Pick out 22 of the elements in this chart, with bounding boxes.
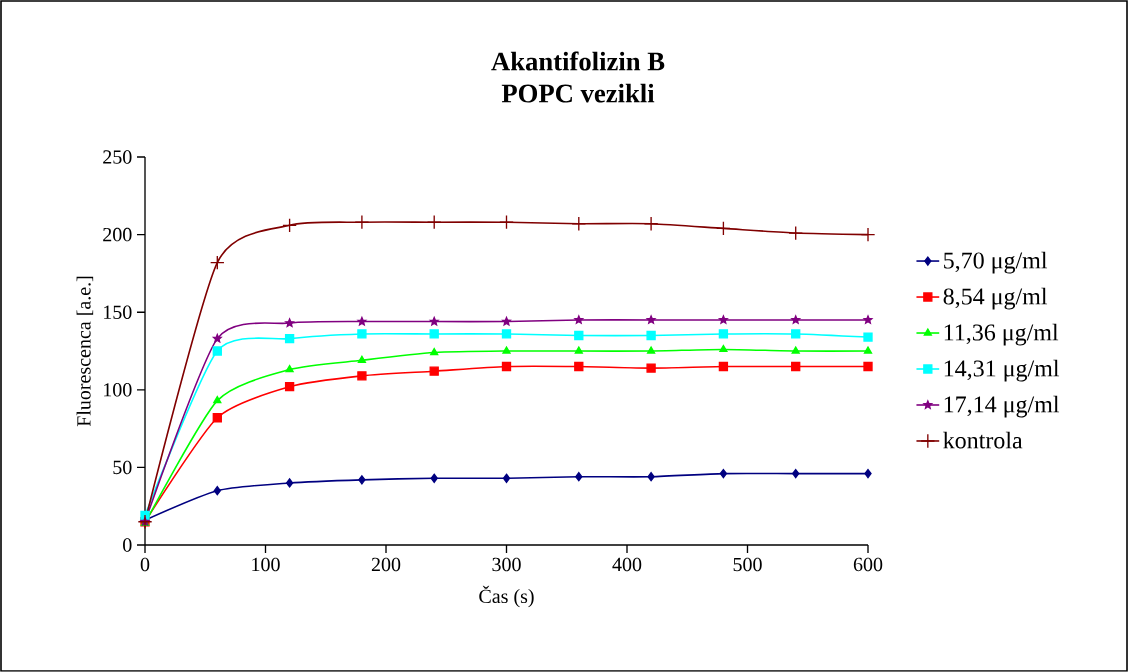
legend-label: 17,14 μg/ml xyxy=(944,395,1060,418)
y-tick-label: 200 xyxy=(103,227,132,242)
legend-label: 14,31 μg/ml xyxy=(944,359,1060,382)
y-axis-title: Fluorescenca [a.e.] xyxy=(76,276,94,427)
y-tick-label: 150 xyxy=(104,305,132,319)
legend-label: kontrola xyxy=(943,431,1023,449)
x-tick-label: 500 xyxy=(733,557,762,572)
legend-label: 11,36 μg/ml xyxy=(944,323,1059,346)
x-tick-label: 300 xyxy=(492,557,521,572)
legend-label: 8,54 μg/ml xyxy=(943,287,1048,310)
y-tick-label: 100 xyxy=(104,383,132,397)
y-tick-label: 50 xyxy=(113,460,132,475)
x-tick-label: 400 xyxy=(612,557,642,572)
y-tick-label: 250 xyxy=(103,150,132,164)
x-tick-label: 200 xyxy=(371,557,401,572)
x-tick-label: 0 xyxy=(140,557,150,572)
x-tick-label: 600 xyxy=(853,557,883,572)
x-axis-title: Čas (s) xyxy=(479,585,534,608)
legend-label: 5,70 μg/ml xyxy=(944,251,1048,274)
y-tick-label: 0 xyxy=(123,538,132,552)
x-tick-label: 100 xyxy=(252,557,280,572)
chart-title: Akantifolizin B POPC vezikli xyxy=(491,51,665,103)
